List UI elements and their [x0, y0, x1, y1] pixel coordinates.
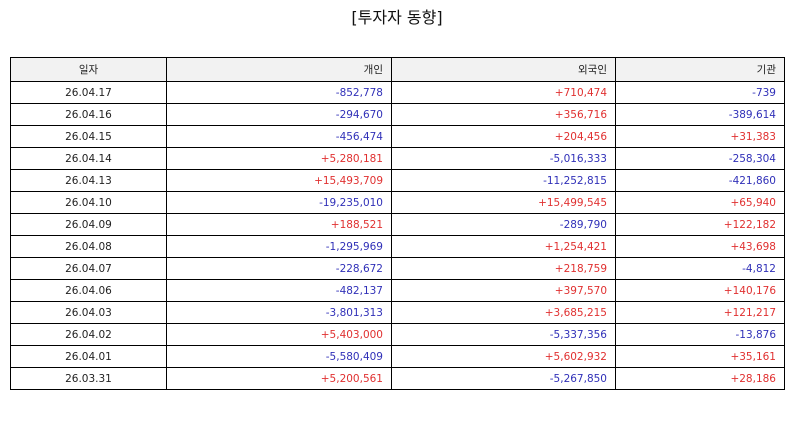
cell-foreign: -11,252,815: [391, 169, 616, 192]
cell-individual: +15,493,709: [166, 169, 392, 192]
header-individual: 개인: [166, 57, 392, 82]
cell-foreign: +5,602,932: [391, 345, 616, 368]
cell-individual: +5,280,181: [166, 147, 392, 170]
cell-institution: +65,940: [615, 191, 785, 214]
cell-individual: -852,778: [166, 81, 392, 104]
table-row: 26.04.09 +188,521 -289,790 +122,182: [10, 213, 785, 236]
table-row: 26.04.14 +5,280,181 -5,016,333 -258,304: [10, 147, 785, 170]
table-row: 26.04.13 +15,493,709 -11,252,815 -421,860: [10, 169, 785, 192]
cell-individual: -3,801,313: [166, 301, 392, 324]
cell-date: 26.04.06: [10, 279, 167, 302]
cell-foreign: +204,456: [391, 125, 616, 148]
cell-date: 26.04.15: [10, 125, 167, 148]
cell-individual: -294,670: [166, 103, 392, 126]
cell-date: 26.03.31: [10, 367, 167, 390]
cell-foreign: +15,499,545: [391, 191, 616, 214]
cell-institution: +43,698: [615, 235, 785, 258]
cell-date: 26.04.16: [10, 103, 167, 126]
table-row: 26.04.08 -1,295,969 +1,254,421 +43,698: [10, 235, 785, 258]
header-date: 일자: [10, 57, 167, 82]
table-row: 26.04.10 -19,235,010 +15,499,545 +65,940: [10, 191, 785, 214]
cell-individual: +188,521: [166, 213, 392, 236]
table-row: 26.04.01 -5,580,409 +5,602,932 +35,161: [10, 345, 785, 368]
cell-date: 26.04.17: [10, 81, 167, 104]
cell-date: 26.04.08: [10, 235, 167, 258]
cell-individual: +5,403,000: [166, 323, 392, 346]
cell-individual: -19,235,010: [166, 191, 392, 214]
cell-date: 26.04.09: [10, 213, 167, 236]
cell-individual: -5,580,409: [166, 345, 392, 368]
cell-date: 26.04.03: [10, 301, 167, 324]
cell-foreign: +397,570: [391, 279, 616, 302]
cell-date: 26.04.02: [10, 323, 167, 346]
table-row: 26.04.17 -852,778 +710,474 -739: [10, 81, 785, 104]
cell-individual: -456,474: [166, 125, 392, 148]
cell-individual: -1,295,969: [166, 235, 392, 258]
table-row: 26.04.03 -3,801,313 +3,685,215 +121,217: [10, 301, 785, 324]
cell-date: 26.04.14: [10, 147, 167, 170]
cell-institution: +122,182: [615, 213, 785, 236]
cell-institution: +121,217: [615, 301, 785, 324]
cell-institution: -739: [615, 81, 785, 104]
cell-institution: -389,614: [615, 103, 785, 126]
cell-date: 26.04.01: [10, 345, 167, 368]
table-row: 26.04.02 +5,403,000 -5,337,356 -13,876: [10, 323, 785, 346]
cell-date: 26.04.13: [10, 169, 167, 192]
table-row: 26.04.07 -228,672 +218,759 -4,812: [10, 257, 785, 280]
cell-foreign: +1,254,421: [391, 235, 616, 258]
cell-institution: +35,161: [615, 345, 785, 368]
cell-institution: +31,383: [615, 125, 785, 148]
cell-institution: -258,304: [615, 147, 785, 170]
cell-foreign: +356,716: [391, 103, 616, 126]
cell-individual: -228,672: [166, 257, 392, 280]
cell-foreign: -5,016,333: [391, 147, 616, 170]
table-row: 26.04.16 -294,670 +356,716 -389,614: [10, 103, 785, 126]
table-row: 26.04.06 -482,137 +397,570 +140,176: [10, 279, 785, 302]
cell-foreign: +710,474: [391, 81, 616, 104]
table-row: 26.04.15 -456,474 +204,456 +31,383: [10, 125, 785, 148]
table-body: 26.04.17 -852,778 +710,474 -739 26.04.16 -294…: [10, 81, 785, 390]
investor-trend-table: 일자 개인 외국인 기관 26.04.17 -852,778 +710,474 -73…: [10, 57, 785, 390]
cell-date: 26.04.10: [10, 191, 167, 214]
cell-individual: -482,137: [166, 279, 392, 302]
cell-foreign: +3,685,215: [391, 301, 616, 324]
cell-individual: +5,200,561: [166, 367, 392, 390]
cell-foreign: -289,790: [391, 213, 616, 236]
cell-institution: -421,860: [615, 169, 785, 192]
cell-institution: -4,812: [615, 257, 785, 280]
cell-foreign: -5,337,356: [391, 323, 616, 346]
header-institution: 기관: [615, 57, 785, 82]
table-header-row: 일자 개인 외국인 기관: [10, 57, 785, 82]
cell-institution: +28,186: [615, 367, 785, 390]
cell-date: 26.04.07: [10, 257, 167, 280]
table-row: 26.03.31 +5,200,561 -5,267,850 +28,186: [10, 367, 785, 390]
cell-institution: -13,876: [615, 323, 785, 346]
cell-institution: +140,176: [615, 279, 785, 302]
cell-foreign: -5,267,850: [391, 367, 616, 390]
header-foreign: 외국인: [391, 57, 616, 82]
page-title: [투자자 동향]: [351, 8, 443, 27]
cell-foreign: +218,759: [391, 257, 616, 280]
